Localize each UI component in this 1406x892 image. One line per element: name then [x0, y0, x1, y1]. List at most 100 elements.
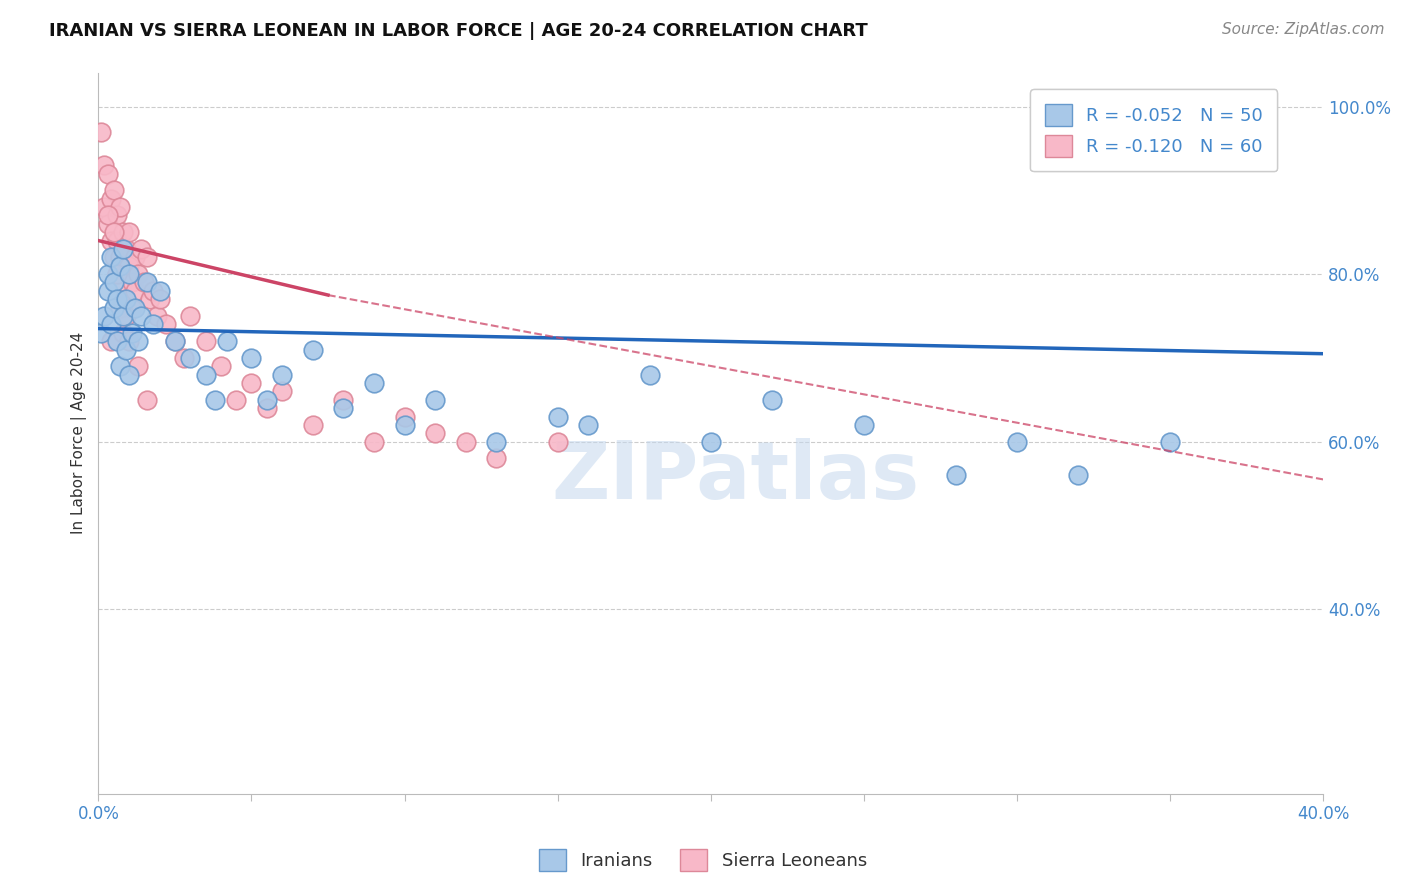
Point [103, 183, 125, 197]
Point [363, 434, 385, 449]
Point [301, 417, 323, 432]
Point [118, 334, 141, 348]
Point [1189, 99, 1212, 113]
Point [425, 426, 447, 441]
Point [394, 417, 416, 432]
Point [108, 251, 131, 265]
Point [700, 434, 723, 449]
Point [118, 225, 141, 239]
Point [93, 200, 115, 214]
Point [111, 225, 134, 239]
Point [118, 267, 141, 281]
Point [163, 334, 186, 348]
Point [363, 376, 385, 390]
Point [93, 309, 115, 323]
Point [576, 417, 599, 432]
Point [271, 384, 294, 399]
Point [100, 318, 122, 332]
Point [139, 292, 162, 306]
Point [134, 276, 156, 290]
Point [1159, 434, 1181, 449]
Point [179, 351, 201, 365]
Point [1067, 468, 1090, 483]
Point [163, 334, 186, 348]
Point [129, 309, 152, 323]
Point [271, 368, 294, 382]
Point [761, 392, 783, 407]
Point [136, 251, 159, 265]
Point [105, 234, 128, 248]
Point [145, 309, 167, 323]
Point [90, 125, 112, 139]
Point [129, 242, 152, 256]
Point [485, 451, 508, 466]
Point [547, 434, 569, 449]
Point [173, 351, 195, 365]
Point [111, 309, 134, 323]
Point [547, 409, 569, 424]
Point [945, 468, 967, 483]
Point [90, 326, 112, 340]
Point [155, 318, 177, 332]
Point [225, 392, 247, 407]
Point [127, 334, 149, 348]
Point [124, 301, 146, 315]
Point [118, 368, 141, 382]
Legend: Iranians, Sierra Leoneans: Iranians, Sierra Leoneans [531, 842, 875, 879]
Point [115, 309, 138, 323]
Point [240, 376, 263, 390]
Point [454, 434, 477, 449]
Point [852, 417, 875, 432]
Point [194, 368, 217, 382]
Point [93, 158, 115, 172]
Point [96, 167, 118, 181]
Point [142, 284, 165, 298]
Point [194, 334, 217, 348]
Point [105, 209, 128, 223]
Point [121, 326, 143, 340]
Point [103, 301, 125, 315]
Point [115, 292, 138, 306]
Point [215, 334, 238, 348]
Point [105, 267, 128, 281]
Point [96, 217, 118, 231]
Point [96, 209, 118, 223]
Point [108, 200, 131, 214]
Point [115, 343, 138, 357]
Point [96, 284, 118, 298]
Point [100, 192, 122, 206]
Point [111, 242, 134, 256]
Point [485, 434, 508, 449]
Point [115, 242, 138, 256]
Point [142, 318, 165, 332]
Point [1005, 434, 1028, 449]
Point [136, 276, 159, 290]
Point [111, 276, 134, 290]
Point [209, 359, 232, 374]
Point [105, 292, 128, 306]
Point [638, 368, 661, 382]
Point [103, 276, 125, 290]
Point [118, 259, 141, 273]
Point [103, 225, 125, 239]
Point [301, 343, 323, 357]
Point [108, 301, 131, 315]
Point [332, 401, 354, 416]
Point [425, 392, 447, 407]
Text: IRANIAN VS SIERRA LEONEAN IN LABOR FORCE | AGE 20-24 CORRELATION CHART: IRANIAN VS SIERRA LEONEAN IN LABOR FORCE… [49, 22, 868, 40]
Point [121, 301, 143, 315]
Point [121, 276, 143, 290]
Point [124, 284, 146, 298]
Point [103, 251, 125, 265]
Text: Source: ZipAtlas.com: Source: ZipAtlas.com [1222, 22, 1385, 37]
Point [179, 309, 201, 323]
Point [127, 267, 149, 281]
Point [100, 251, 122, 265]
Point [96, 267, 118, 281]
Point [136, 392, 159, 407]
Y-axis label: In Labor Force | Age 20-24: In Labor Force | Age 20-24 [72, 332, 87, 534]
Point [256, 401, 278, 416]
Point [124, 251, 146, 265]
Point [115, 292, 138, 306]
Point [105, 267, 128, 281]
